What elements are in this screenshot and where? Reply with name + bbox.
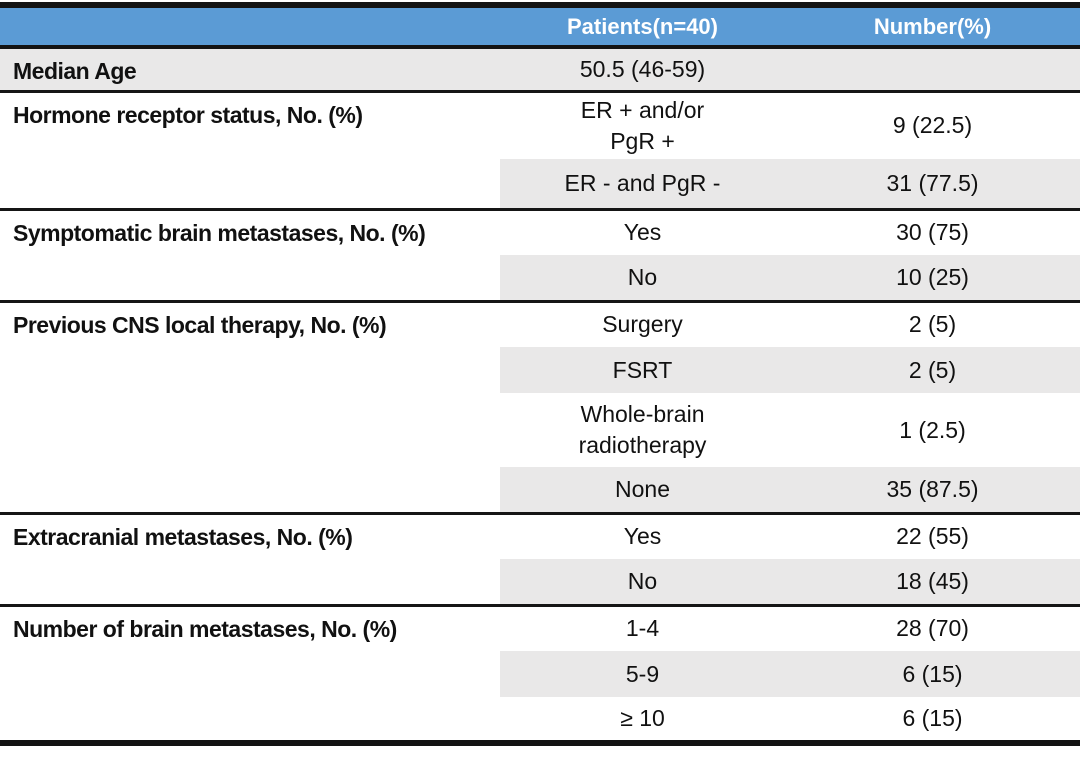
patient-characteristics-table: Patients(n=40) Number(%) Median Age 50.5… — [0, 2, 1080, 746]
table-row: Whole-brain radiotherapy 1 (2.5) — [0, 393, 1080, 467]
number-cell: 30 (75) — [785, 207, 1080, 255]
number-cell: 6 (15) — [785, 651, 1080, 697]
table-container: Patients(n=40) Number(%) Median Age 50.5… — [0, 2, 1080, 746]
number-cell: 1 (2.5) — [785, 393, 1080, 467]
table-row: ER - and PgR - 31 (77.5) — [0, 159, 1080, 209]
table-row: FSRT 2 (5) — [0, 347, 1080, 393]
number-cell: 35 (87.5) — [785, 467, 1080, 513]
row-label-hormone-receptor: Hormone receptor status, No. (%) — [0, 89, 500, 209]
number-cell: 31 (77.5) — [785, 159, 1080, 209]
patients-cell: ≥ 10 — [500, 697, 785, 743]
row-label-previous-cns-therapy: Previous CNS local therapy, No. (%) — [0, 299, 500, 513]
header-row: Patients(n=40) Number(%) — [0, 5, 1080, 49]
patients-cell: Yes — [500, 207, 785, 255]
table-row: No 18 (45) — [0, 559, 1080, 605]
patients-cell: Yes — [500, 511, 785, 559]
table-row: Number of brain metastases, No. (%) 1-4 … — [0, 603, 1080, 743]
number-cell: 22 (55) — [785, 511, 1080, 559]
patients-cell: Whole-brain radiotherapy — [500, 393, 785, 467]
row-label-symptomatic-metastases: Symptomatic brain metastases, No. (%) — [0, 207, 500, 301]
table-row: Median Age 50.5 (46-59) — [0, 47, 1080, 91]
patients-cell: No — [500, 559, 785, 605]
row-label-median-age: Median Age — [0, 47, 500, 91]
patients-cell: None — [500, 467, 785, 513]
patients-cell: 50.5 (46-59) — [500, 47, 785, 91]
number-cell: 9 (22.5) — [785, 89, 1080, 159]
number-cell: 6 (15) — [785, 697, 1080, 743]
number-cell: 2 (5) — [785, 347, 1080, 393]
number-cell: 2 (5) — [785, 299, 1080, 347]
table-row: No 10 (25) — [0, 255, 1080, 301]
number-cell: 28 (70) — [785, 603, 1080, 651]
header-empty-cell — [0, 5, 500, 49]
patients-cell: 1-4 — [500, 603, 785, 651]
table-row: Extracranial metastases, No. (%) Yes 22 … — [0, 511, 1080, 605]
number-cell: 10 (25) — [785, 255, 1080, 301]
patients-cell: ER + and/or PgR + — [500, 89, 785, 159]
column-header-patients: Patients(n=40) — [500, 5, 785, 49]
row-label-extracranial-metastases: Extracranial metastases, No. (%) — [0, 511, 500, 605]
table-row: ≥ 10 6 (15) — [0, 697, 1080, 743]
patients-cell: FSRT — [500, 347, 785, 393]
column-header-number: Number(%) — [785, 5, 1080, 49]
row-label-number-brain-metastases: Number of brain metastases, No. (%) — [0, 603, 500, 743]
number-cell — [785, 47, 1080, 91]
patients-cell: No — [500, 255, 785, 301]
table-row: None 35 (87.5) — [0, 467, 1080, 513]
table-row: Previous CNS local therapy, No. (%) Surg… — [0, 299, 1080, 513]
table-row: Hormone receptor status, No. (%) ER + an… — [0, 89, 1080, 209]
number-cell: 18 (45) — [785, 559, 1080, 605]
table-row: 5-9 6 (15) — [0, 651, 1080, 697]
patients-cell: ER - and PgR - — [500, 159, 785, 209]
table-row: Symptomatic brain metastases, No. (%) Ye… — [0, 207, 1080, 301]
patients-cell: Surgery — [500, 299, 785, 347]
patients-cell: 5-9 — [500, 651, 785, 697]
